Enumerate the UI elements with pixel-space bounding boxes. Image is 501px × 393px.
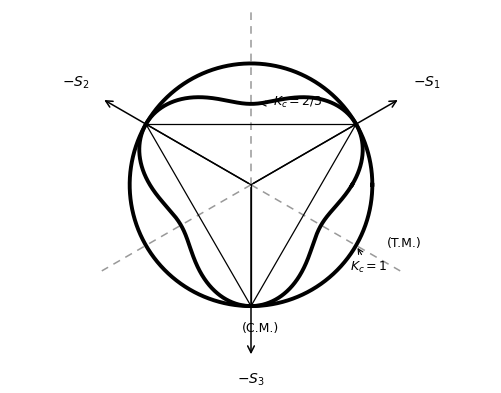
Text: (C.M.): (C.M.) bbox=[241, 322, 279, 335]
Text: $K_c= 1$: $K_c= 1$ bbox=[350, 249, 387, 275]
Text: $-S_2$: $-S_2$ bbox=[62, 75, 89, 91]
Text: $K_c= 2/3$: $K_c= 2/3$ bbox=[261, 95, 322, 110]
Text: $-S_1$: $-S_1$ bbox=[412, 75, 439, 91]
Text: (T.M.): (T.M.) bbox=[386, 237, 421, 250]
Text: $-S_3$: $-S_3$ bbox=[236, 372, 265, 388]
